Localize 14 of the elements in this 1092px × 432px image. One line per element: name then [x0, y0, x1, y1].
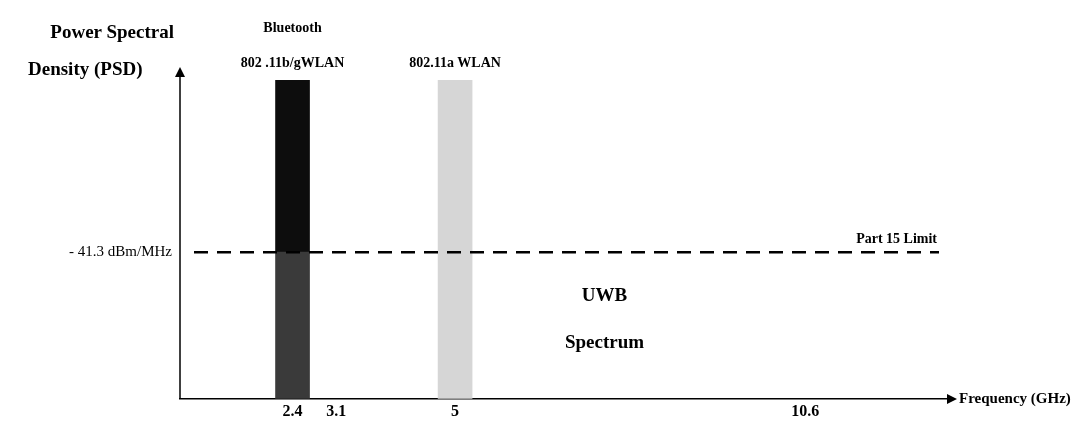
- text: Power Spectral: [50, 20, 174, 42]
- annotation: 802.11a WLAN: [409, 54, 501, 70]
- text: - 41.3 dBm/MHz: [69, 243, 173, 260]
- text: Frequency (GHz): [959, 389, 1071, 407]
- x-tick-label: 2.4: [282, 401, 303, 419]
- annotation: Spectrum: [564, 330, 645, 352]
- annotation: UWB: [581, 284, 628, 306]
- text: Density (PSD): [28, 57, 143, 80]
- x-tick-label: 5: [451, 401, 460, 419]
- x-tick-label: 3.1: [326, 401, 347, 419]
- annotation: 802 .11b/gWLAN: [240, 54, 345, 70]
- ref-line-label: Part 15 Limit: [856, 230, 938, 246]
- text: Bluetooth: [263, 19, 322, 35]
- x-tick-label: 10.6: [791, 401, 820, 419]
